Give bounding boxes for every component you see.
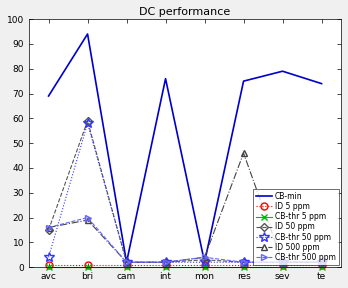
Line: ID 50 ppm: ID 50 ppm bbox=[46, 118, 324, 265]
CB-thr 5 ppm bbox=[203, 266, 207, 269]
CB-thr 50 ppm bbox=[319, 261, 324, 264]
CB-min bbox=[203, 261, 207, 264]
CB-min bbox=[86, 32, 90, 36]
CB-thr 50 ppm bbox=[242, 261, 246, 264]
ID 500 ppm bbox=[125, 261, 129, 264]
CB-thr 500 ppm bbox=[164, 261, 168, 264]
CB-thr 5 ppm bbox=[125, 266, 129, 269]
CB-thr 500 ppm bbox=[47, 226, 51, 229]
CB-min bbox=[242, 79, 246, 83]
ID 50 ppm bbox=[47, 228, 51, 232]
CB-thr 500 ppm bbox=[86, 216, 90, 219]
Line: CB-thr 50 ppm: CB-thr 50 ppm bbox=[44, 118, 326, 267]
ID 50 ppm bbox=[242, 261, 246, 264]
ID 500 ppm bbox=[280, 261, 285, 264]
ID 500 ppm bbox=[203, 255, 207, 259]
CB-min bbox=[47, 94, 51, 98]
ID 500 ppm bbox=[47, 226, 51, 229]
CB-thr 5 ppm bbox=[280, 266, 285, 269]
CB-thr 500 ppm bbox=[242, 261, 246, 264]
ID 50 ppm bbox=[164, 261, 168, 264]
CB-min bbox=[319, 82, 324, 85]
ID 500 ppm bbox=[164, 261, 168, 264]
Line: ID 500 ppm: ID 500 ppm bbox=[45, 149, 325, 266]
CB-min bbox=[164, 77, 168, 80]
CB-thr 500 ppm bbox=[125, 261, 129, 264]
Line: CB-thr 5 ppm: CB-thr 5 ppm bbox=[45, 264, 325, 271]
Line: CB-min: CB-min bbox=[49, 34, 322, 262]
CB-thr 50 ppm bbox=[280, 261, 285, 264]
CB-thr 50 ppm bbox=[86, 122, 90, 125]
ID 50 ppm bbox=[319, 261, 324, 264]
ID 50 ppm bbox=[125, 261, 129, 264]
CB-thr 5 ppm bbox=[319, 266, 324, 269]
CB-thr 50 ppm bbox=[47, 255, 51, 259]
ID 5 ppm bbox=[164, 263, 168, 266]
Line: ID 5 ppm: ID 5 ppm bbox=[45, 261, 325, 268]
ID 500 ppm bbox=[86, 218, 90, 222]
ID 50 ppm bbox=[86, 119, 90, 123]
ID 5 ppm bbox=[125, 263, 129, 266]
CB-thr 5 ppm bbox=[47, 266, 51, 269]
CB-thr 5 ppm bbox=[164, 266, 168, 269]
CB-min bbox=[280, 69, 285, 73]
ID 5 ppm bbox=[242, 263, 246, 266]
ID 5 ppm bbox=[280, 263, 285, 266]
CB-thr 500 ppm bbox=[203, 255, 207, 259]
CB-thr 50 ppm bbox=[203, 261, 207, 264]
Legend: CB-min, ID 5 ppm, CB-thr 5 ppm, ID 50 ppm, CB-thr 50 ppm, ID 500 ppm, CB-thr 500: CB-min, ID 5 ppm, CB-thr 5 ppm, ID 50 pp… bbox=[253, 189, 339, 265]
ID 5 ppm bbox=[86, 263, 90, 266]
ID 500 ppm bbox=[242, 151, 246, 155]
CB-thr 5 ppm bbox=[86, 266, 90, 269]
CB-thr 500 ppm bbox=[319, 261, 324, 264]
CB-thr 5 ppm bbox=[242, 266, 246, 269]
CB-thr 50 ppm bbox=[164, 261, 168, 264]
CB-min bbox=[125, 261, 129, 264]
ID 500 ppm bbox=[319, 261, 324, 264]
Line: CB-thr 500 ppm: CB-thr 500 ppm bbox=[45, 214, 325, 266]
CB-thr 50 ppm bbox=[125, 261, 129, 264]
CB-thr 500 ppm bbox=[280, 261, 285, 264]
ID 5 ppm bbox=[47, 263, 51, 266]
ID 50 ppm bbox=[203, 258, 207, 262]
Title: DC performance: DC performance bbox=[140, 7, 231, 17]
ID 50 ppm bbox=[280, 261, 285, 264]
ID 5 ppm bbox=[319, 263, 324, 266]
ID 5 ppm bbox=[203, 263, 207, 266]
